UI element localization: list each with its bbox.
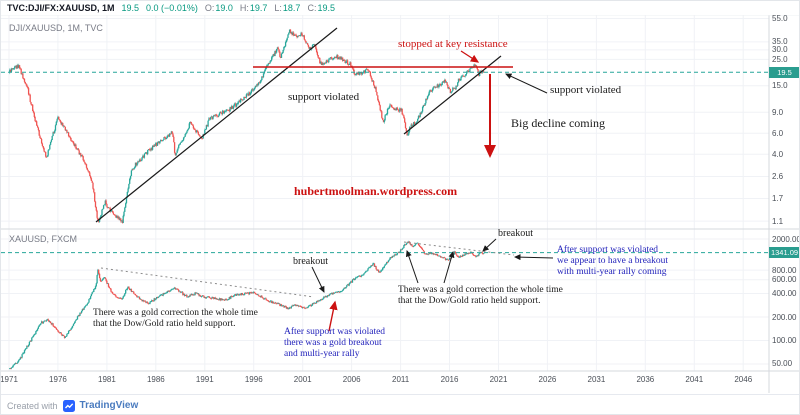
low-value: 18.7 bbox=[282, 3, 301, 13]
y-axis-label: 1.1 bbox=[772, 216, 784, 226]
y-axis-label: 9.0 bbox=[772, 107, 784, 117]
site-watermark: hubertmoolman.wordpress.com bbox=[294, 184, 458, 198]
x-axis-label: 2011 bbox=[391, 375, 410, 384]
stopped-at-key-resistance: stopped at key resistance bbox=[398, 38, 508, 50]
pane-title-gold: XAUUSD, FXCM bbox=[9, 234, 78, 244]
ohlc-high: H: 19.7 bbox=[240, 3, 268, 13]
support-violated-pointer-arrow bbox=[505, 73, 548, 94]
x-axis-label: 1986 bbox=[146, 375, 165, 384]
x-axis-label: 2036 bbox=[636, 375, 655, 384]
x-axis-label: 1996 bbox=[244, 375, 263, 384]
gold-correction-left: There was a gold correction the whole ti… bbox=[93, 308, 258, 329]
high-label: H: bbox=[239, 3, 249, 13]
gold-downtrend-1980-2001 bbox=[100, 267, 315, 298]
y-axis-label: 2.6 bbox=[772, 172, 784, 182]
bottom-pane-candles bbox=[9, 240, 485, 370]
resistance-pointer-arrow bbox=[460, 50, 480, 63]
x-axis-label: 2016 bbox=[440, 375, 459, 384]
top-pane-candles bbox=[9, 29, 485, 224]
breakout-2002-arrow bbox=[311, 266, 325, 293]
y-axis-label: 15.0 bbox=[772, 81, 788, 91]
ohlc-open: O: 19.0 bbox=[205, 3, 233, 13]
y-axis-label: 50.00 bbox=[772, 359, 793, 369]
y-axis-label: 30.0 bbox=[772, 45, 788, 55]
y-axis-label: 35.0 bbox=[772, 37, 788, 47]
pane-separators bbox=[1, 14, 799, 393]
y-axis-label: 200.00 bbox=[772, 312, 797, 322]
after-support-violated-2001: After support was violated there was a g… bbox=[284, 327, 386, 359]
last-price-badge-bottom: 1341.09 bbox=[769, 247, 799, 259]
ohlc-low: L: 18.7 bbox=[274, 3, 300, 13]
x-axis-label: 2021 bbox=[489, 375, 508, 384]
y-axis-label: 800.00 bbox=[772, 265, 797, 275]
gold-correction-right: There was a gold correction the whole ti… bbox=[398, 285, 563, 306]
grid bbox=[1, 15, 769, 371]
y-axis-label: 6.0 bbox=[772, 128, 784, 138]
open-label: O: bbox=[204, 3, 215, 13]
y-axis-label: 2000.00 bbox=[772, 234, 800, 244]
x-axis-label: 2001 bbox=[293, 375, 312, 384]
tradingview-brand[interactable]: TradingView bbox=[79, 400, 139, 411]
last-price-value: 19.5 bbox=[121, 3, 140, 13]
breakout-2019: breakout bbox=[498, 228, 533, 239]
y-axis-label: 100.00 bbox=[772, 336, 797, 345]
symbol-info-bar: TVC:DJI/FX:XAUUSD, 1M 19.5 0.0 (−0.01%) … bbox=[1, 1, 799, 15]
big-decline-coming: Big decline coming bbox=[511, 116, 605, 130]
x-axis-label: 2006 bbox=[342, 375, 361, 384]
y-axis-label: 4.0 bbox=[772, 149, 784, 159]
blue-note-pointer-arrow bbox=[514, 254, 554, 261]
x-axis-label: 2046 bbox=[734, 375, 753, 384]
y-axis-label: 600.00 bbox=[772, 275, 797, 285]
close-value: 19.5 bbox=[317, 3, 335, 13]
open-value: 19.0 bbox=[215, 3, 233, 13]
x-axis-label: 1981 bbox=[97, 375, 116, 384]
ohlc-close: C: 19.5 bbox=[307, 3, 335, 13]
support-violated-right: support violated bbox=[550, 84, 622, 96]
x-axis-label: 1971 bbox=[0, 375, 18, 384]
breakout-2002: breakout bbox=[293, 256, 328, 267]
long-support-trendline bbox=[95, 27, 338, 223]
symbol-title: TVC:DJI/FX:XAUUSD, 1M bbox=[7, 3, 115, 13]
x-axis-label: 1991 bbox=[195, 375, 214, 384]
breakout-2019-arrow bbox=[482, 238, 497, 252]
footer-bar: Created with TradingView bbox=[1, 394, 799, 414]
gold-breakout-red-arrow bbox=[328, 300, 338, 332]
price-change-value: 0.0 (−0.01%) bbox=[146, 3, 198, 13]
correction-2013-arrow-right bbox=[443, 251, 455, 284]
x-axis-label: 2031 bbox=[587, 375, 606, 384]
created-with-label: Created with bbox=[7, 400, 58, 411]
gold-downtrend-2011-2019 bbox=[403, 241, 515, 256]
y-axis-label: 1.7 bbox=[772, 194, 784, 204]
y-axis-label: 55.0 bbox=[772, 14, 788, 24]
second-support-trendline bbox=[403, 55, 502, 135]
after-support-violated-2019: After support was violated we appear to … bbox=[557, 245, 669, 277]
tradingview-logo-icon[interactable] bbox=[62, 399, 75, 412]
low-label: L: bbox=[274, 3, 282, 13]
y-axis-label: 25.0 bbox=[772, 54, 788, 64]
x-axis-label: 2026 bbox=[538, 375, 557, 384]
x-axis-label: 2041 bbox=[685, 375, 704, 384]
y-axis-label: 400.00 bbox=[772, 289, 797, 299]
last-price-badge-top: 19.5 bbox=[769, 66, 799, 78]
correction-2011-arrow-left bbox=[405, 250, 419, 284]
pane-title-dow-gold: DJI/XAUUSD, 1M, TVC bbox=[9, 23, 103, 33]
support-violated-left: support violated bbox=[288, 91, 360, 103]
high-value: 19.7 bbox=[249, 3, 268, 13]
close-label: C: bbox=[307, 3, 317, 13]
x-axis-label: 1976 bbox=[49, 375, 67, 384]
